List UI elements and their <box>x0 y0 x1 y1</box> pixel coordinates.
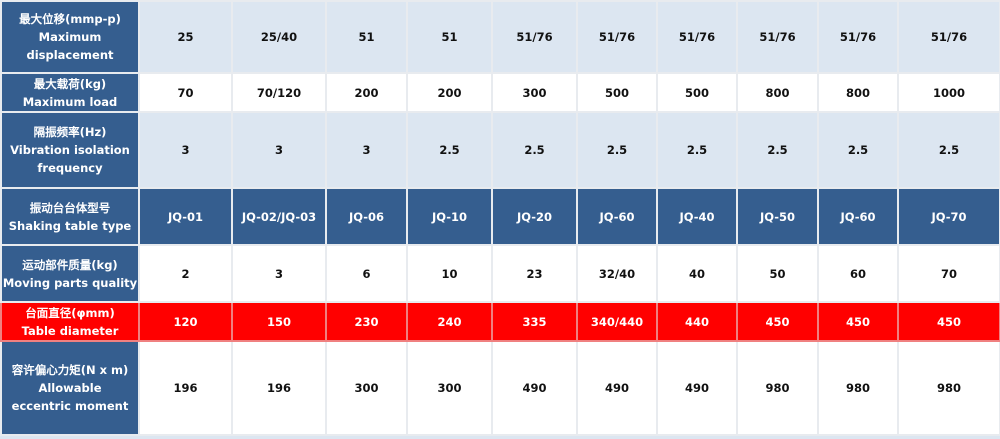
table-cell: 196 <box>138 340 233 436</box>
table-cell: 2.5 <box>736 111 819 189</box>
table-cell: 2.5 <box>406 111 493 189</box>
table-cell: JQ-01 <box>138 187 233 246</box>
row-label-en: Table diameter <box>21 323 119 338</box>
table-cell: JQ-02/JQ-03 <box>231 187 327 246</box>
table-cell: JQ-50 <box>736 187 819 246</box>
table-row: 台面直径(φmm) Table diameter 120 150 230 240 335 34… <box>0 301 1000 342</box>
table-cell: 51 <box>406 0 493 74</box>
table-cell: JQ-60 <box>817 187 899 246</box>
row-label-cn: 容许偏心力矩(N x m) <box>11 363 129 377</box>
row-header: 台面直径(φmm) Table diameter <box>0 301 140 342</box>
table-cell: 1000 <box>897 72 1000 113</box>
row-label-en: Vibration isolation frequency <box>10 143 130 175</box>
table-cell: 25 <box>138 0 233 74</box>
table-cell: 2.5 <box>817 111 899 189</box>
table-cell: 196 <box>231 340 327 436</box>
table-cell: 800 <box>736 72 819 113</box>
table-cell: 2.5 <box>897 111 1000 189</box>
row-label-en: Moving parts quality <box>2 275 138 290</box>
row-label-en: Allowable eccentric moment <box>11 381 129 413</box>
table-cell: 490 <box>576 340 658 436</box>
table-cell: 500 <box>656 72 738 113</box>
table-cell: 200 <box>406 72 493 113</box>
table-cell: 3 <box>138 111 233 189</box>
row-label-en: Maximum load <box>22 94 118 109</box>
table-row: 振动台台体型号 Shaking table type JQ-01 JQ-02/JQ-0… <box>0 187 1000 246</box>
table-cell: 300 <box>325 340 408 436</box>
row-label-en: Shaking table type <box>8 218 132 233</box>
table-cell: 240 <box>406 301 493 342</box>
table-cell: 70 <box>138 72 233 113</box>
table-cell: 50 <box>736 244 819 303</box>
table-cell: 10 <box>406 244 493 303</box>
table-cell: 51/76 <box>656 0 738 74</box>
table-cell: 2 <box>138 244 233 303</box>
row-label-cn: 振动台台体型号 <box>29 200 111 215</box>
table-cell: 25/40 <box>231 0 327 74</box>
table-cell: 440 <box>656 301 738 342</box>
table-cell: 2.5 <box>576 111 658 189</box>
table-cell: 800 <box>817 72 899 113</box>
table-cell: JQ-20 <box>491 187 578 246</box>
row-header: 容许偏心力矩(N x m) Allowable eccentric moment <box>0 340 140 436</box>
table-cell: 980 <box>817 340 899 436</box>
table-cell: JQ-60 <box>576 187 658 246</box>
table-cell: 500 <box>576 72 658 113</box>
table-cell: 70/120 <box>231 72 327 113</box>
table-cell: JQ-40 <box>656 187 738 246</box>
table-cell: 3 <box>325 111 408 189</box>
row-label-cn: 隔振频率(Hz) <box>33 125 107 139</box>
table-cell: 51/76 <box>491 0 578 74</box>
row-label-cn: 运动部件质量(kg) <box>22 257 118 272</box>
table-cell: 980 <box>736 340 819 436</box>
table-cell: JQ-10 <box>406 187 493 246</box>
table-cell: 490 <box>656 340 738 436</box>
table-cell: 40 <box>656 244 738 303</box>
row-header: 运动部件质量(kg) Moving parts quality <box>0 244 140 303</box>
row-label-cn: 最大载荷(kg) <box>33 76 107 91</box>
table-cell: 200 <box>325 72 408 113</box>
table-cell: 300 <box>491 72 578 113</box>
row-header: 最大载荷(kg) Maximum load <box>0 72 140 113</box>
table-cell: 32/40 <box>576 244 658 303</box>
table-cell: 230 <box>325 301 408 342</box>
table-cell: 23 <box>491 244 578 303</box>
row-header: 最大位移(mmp-p) Maximum displacement <box>0 0 140 74</box>
table-cell: 60 <box>817 244 899 303</box>
table-cell: 51 <box>325 0 408 74</box>
table-cell: 3 <box>231 111 327 189</box>
row-label-cn: 最大位移(mmp-p) <box>19 12 121 26</box>
row-label-en: Maximum displacement <box>26 30 114 62</box>
table-cell: 980 <box>897 340 1000 436</box>
table-cell: 335 <box>491 301 578 342</box>
table-cell: 51/76 <box>817 0 899 74</box>
table-cell: 51/76 <box>897 0 1000 74</box>
table-cell: 70 <box>897 244 1000 303</box>
row-label-cn: 台面直径(φmm) <box>25 305 115 320</box>
table-cell: 2.5 <box>656 111 738 189</box>
table-cell: 3 <box>231 244 327 303</box>
table-row: 容许偏心力矩(N x m) Allowable eccentric moment 1… <box>0 340 1000 436</box>
table-row: 最大位移(mmp-p) Maximum displacement 25 25/40 51… <box>0 0 1000 74</box>
table-cell: JQ-70 <box>897 187 1000 246</box>
table-cell: 2.5 <box>491 111 578 189</box>
table-cell: 51/76 <box>576 0 658 74</box>
table-cell: 340/440 <box>576 301 658 342</box>
row-header: 振动台台体型号 Shaking table type <box>0 187 140 246</box>
table-cell: 120 <box>138 301 233 342</box>
table-row: 运动部件质量(kg) Moving parts quality 2 3 6 10 23 32/… <box>0 244 1000 303</box>
table-row: 隔振频率(Hz) Vibration isolation frequency 3 3 3… <box>0 111 1000 189</box>
table-cell: JQ-06 <box>325 187 408 246</box>
table-cell: 51/76 <box>736 0 819 74</box>
table-cell: 150 <box>231 301 327 342</box>
table-cell: 450 <box>817 301 899 342</box>
table-row: 最大载荷(kg) Maximum load 70 70/120 200 200 300 500… <box>0 72 1000 113</box>
table-cell: 490 <box>491 340 578 436</box>
table-cell: 450 <box>897 301 1000 342</box>
table-cell: 450 <box>736 301 819 342</box>
table-cell: 6 <box>325 244 408 303</box>
table-cell: 300 <box>406 340 493 436</box>
row-header: 隔振频率(Hz) Vibration isolation frequency <box>0 111 140 189</box>
